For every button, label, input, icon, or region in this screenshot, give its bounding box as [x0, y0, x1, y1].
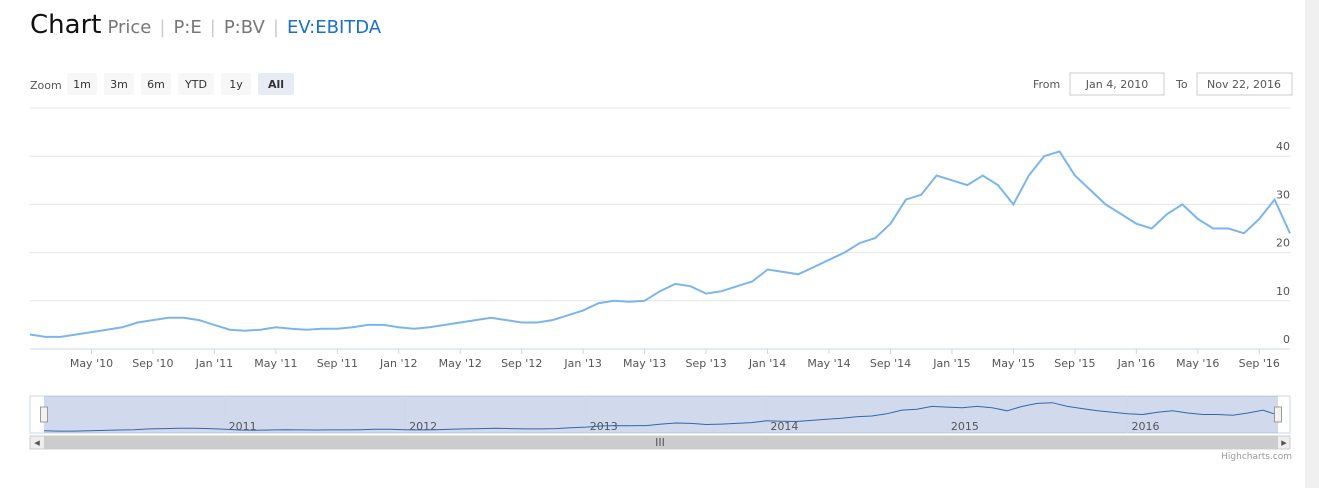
- navigator-tick-label: 2012: [409, 420, 437, 433]
- x-tick-label: Sep '11: [317, 357, 358, 370]
- scrollbar-grip: III: [655, 436, 665, 449]
- x-tick-label: May '16: [1176, 357, 1219, 370]
- x-tick-label: Jan '15: [932, 357, 970, 370]
- zoom-button[interactable]: [141, 73, 171, 95]
- line-series: [29, 150, 1291, 338]
- zoom-button-label[interactable]: 6m: [147, 78, 165, 91]
- tab[interactable]: P:E: [173, 17, 202, 38]
- x-tick-label: Sep '15: [1054, 357, 1095, 370]
- x-tick-label: Jan '11: [195, 357, 233, 370]
- navigator-handle[interactable]: [1274, 406, 1282, 423]
- zoom-label: Zoom: [30, 79, 62, 92]
- x-tick-label: Jan '16: [1117, 357, 1155, 370]
- navigator-tick-label: 2013: [590, 420, 618, 433]
- separator: |: [159, 17, 166, 38]
- x-tick-label: May '12: [439, 357, 482, 370]
- zoom-button[interactable]: [67, 73, 97, 95]
- to-input[interactable]: [1196, 72, 1293, 96]
- y-tick-label: 30: [1276, 188, 1290, 201]
- x-tick-label: May '10: [70, 357, 113, 370]
- x-tick-label: Sep '13: [685, 357, 726, 370]
- tab-active[interactable]: EV:EBITDA: [286, 17, 382, 38]
- zoom-button-label[interactable]: 1y: [229, 78, 243, 91]
- x-tick-label: May '11: [254, 357, 297, 370]
- credit[interactable]: Highcharts.com: [1221, 452, 1292, 462]
- zoom-button-label[interactable]: 3m: [110, 78, 128, 91]
- zoom-button-label[interactable]: YTD: [184, 78, 207, 91]
- x-tick-label: Sep '12: [501, 357, 542, 370]
- x-tick-label: Sep '16: [1239, 357, 1280, 370]
- scrollbar-thumb[interactable]: [44, 436, 1278, 449]
- y-tick-label: 0: [1283, 333, 1290, 346]
- from-input[interactable]: [1069, 72, 1165, 96]
- navigator-tick-label: 2011: [229, 420, 257, 433]
- zoom-button[interactable]: [178, 73, 214, 95]
- scroll-right[interactable]: ▸: [1281, 436, 1287, 449]
- navigator-mask: [44, 396, 1278, 433]
- x-tick-label: Jan '13: [563, 357, 601, 370]
- navigator-bg: [29, 395, 1291, 434]
- tab[interactable]: P:BV: [223, 17, 265, 38]
- separator: |: [272, 17, 279, 38]
- x-tick-label: May '14: [807, 357, 850, 370]
- x-tick-label: Jan '12: [379, 357, 417, 370]
- page-title: Chart: [30, 10, 102, 40]
- x-tick-label: Sep '14: [870, 357, 911, 370]
- navigator-tick-label: 2016: [1132, 420, 1160, 433]
- x-tick-label: Jan '14: [748, 357, 786, 370]
- to-value[interactable]: Nov 22, 2016: [1207, 78, 1281, 91]
- y-tick-label: 10: [1276, 285, 1290, 298]
- from-label: From: [1033, 78, 1060, 91]
- header: Chart Price | P:E | P:BV | EV:EBITDA: [30, 10, 381, 40]
- navigator-tick-label: 2014: [770, 420, 798, 433]
- navigator-series: [43, 402, 1279, 432]
- scroll-left[interactable]: ◂: [34, 436, 40, 449]
- y-tick-label: 20: [1276, 237, 1290, 250]
- to-label: To: [1175, 78, 1188, 91]
- from-value[interactable]: Jan 4, 2010: [1085, 78, 1148, 91]
- navigator-tick-label: 2015: [951, 420, 979, 433]
- navigator-handle[interactable]: [40, 406, 48, 423]
- x-tick-label: Sep '10: [132, 357, 173, 370]
- x-tick-label: May '15: [992, 357, 1035, 370]
- zoom-button[interactable]: [104, 73, 134, 95]
- tab[interactable]: Price: [107, 17, 152, 38]
- zoom-button-label[interactable]: 1m: [73, 78, 91, 91]
- separator: |: [209, 17, 216, 38]
- zoom-button[interactable]: [221, 73, 251, 95]
- zoom-button-label[interactable]: All: [268, 78, 284, 91]
- zoom-button[interactable]: [258, 73, 294, 95]
- x-tick-label: May '13: [623, 357, 666, 370]
- y-tick-label: 40: [1276, 140, 1290, 153]
